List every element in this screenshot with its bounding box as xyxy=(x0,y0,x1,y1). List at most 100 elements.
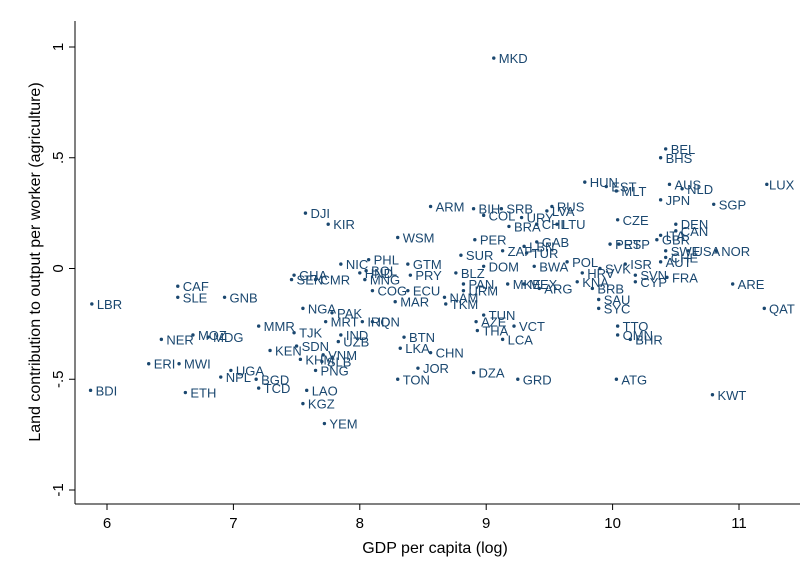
point-marker xyxy=(396,377,400,381)
data-point-mwi: MWI xyxy=(177,357,211,372)
data-point-ind: IND xyxy=(339,328,368,343)
point-label: CAN xyxy=(681,224,708,239)
data-point-slb: SLB xyxy=(320,355,351,370)
point-marker xyxy=(322,421,327,426)
x-tick-label: 8 xyxy=(356,515,364,532)
data-point-wsm: WSM xyxy=(396,230,435,245)
point-label: SWE xyxy=(671,244,701,259)
point-label: HRV xyxy=(587,266,615,281)
point-label: LTU xyxy=(562,217,586,232)
point-marker xyxy=(206,335,210,339)
point-label: HUN xyxy=(590,175,618,190)
point-label: TON xyxy=(403,372,430,387)
data-point-yem: YEM xyxy=(322,417,358,432)
data-point-tto: TTO xyxy=(615,319,648,334)
data-point-uga: UGA xyxy=(229,363,264,378)
data-point-eri: ERI xyxy=(147,357,175,372)
data-point-mex: MEX xyxy=(522,277,558,292)
point-marker xyxy=(473,238,477,242)
point-marker xyxy=(583,180,587,184)
data-point-usa: USA xyxy=(686,244,720,259)
point-marker xyxy=(598,266,602,271)
point-label: PRY xyxy=(415,268,442,283)
point-label: BEL xyxy=(671,142,696,157)
point-label: NLD xyxy=(687,182,713,197)
data-point-mmr: MMR xyxy=(256,319,295,334)
point-label: ESP xyxy=(624,237,650,252)
point-marker xyxy=(406,262,410,266)
point-label: BHS xyxy=(666,151,693,166)
point-marker xyxy=(492,56,496,60)
data-point-btn: BTN xyxy=(402,330,435,345)
point-label: ECU xyxy=(413,284,440,299)
data-point-lbn: LBN xyxy=(522,239,554,254)
data-point-hnd: HND xyxy=(358,266,393,281)
point-marker xyxy=(658,260,663,264)
point-marker xyxy=(604,184,608,189)
point-marker xyxy=(499,206,504,211)
data-point-ltu: LTU xyxy=(555,217,586,232)
point-label: SRB xyxy=(506,202,533,217)
point-label: CHE xyxy=(671,250,699,265)
data-point-kna: KNA xyxy=(575,275,609,290)
point-marker xyxy=(481,264,486,268)
point-marker xyxy=(88,388,93,393)
data-point-mng: MNG xyxy=(363,273,400,288)
point-marker xyxy=(596,297,601,302)
point-marker xyxy=(292,273,296,277)
point-marker xyxy=(614,377,619,381)
point-marker xyxy=(398,346,402,350)
point-label: POL xyxy=(572,255,598,270)
data-point-col: COL xyxy=(481,208,516,223)
point-marker xyxy=(229,368,233,373)
point-label: NOR xyxy=(721,244,750,259)
x-tick-label: 9 xyxy=(482,515,490,532)
point-label: BDI xyxy=(96,383,118,398)
point-label: CHL xyxy=(542,217,568,232)
point-marker xyxy=(712,202,716,206)
point-marker xyxy=(505,282,510,286)
point-label: CHN xyxy=(436,346,464,361)
data-point-dji: DJI xyxy=(303,206,330,221)
data-point-bhr: BHR xyxy=(628,332,663,347)
point-label: COL xyxy=(489,208,516,223)
data-point-nld: NLD xyxy=(680,182,713,197)
data-point-caf: CAF xyxy=(176,279,209,294)
point-marker xyxy=(545,209,549,213)
point-label: LCA xyxy=(508,332,534,347)
point-label: SDN xyxy=(302,339,329,354)
point-marker xyxy=(339,333,343,337)
point-marker xyxy=(475,328,480,333)
point-label: UGA xyxy=(236,363,265,378)
data-point-tur: TUR xyxy=(524,246,558,261)
point-marker xyxy=(454,271,458,275)
data-point-zaf: ZAF xyxy=(500,244,532,259)
point-label: TCD xyxy=(264,381,291,396)
point-marker xyxy=(617,242,621,246)
point-marker xyxy=(615,218,620,222)
point-label: DZA xyxy=(479,366,505,381)
point-label: LBR xyxy=(97,297,122,312)
data-point-tun: TUN xyxy=(481,308,515,323)
point-label: YEM xyxy=(329,417,357,432)
point-marker xyxy=(320,359,324,364)
data-point-tcd: TCD xyxy=(256,381,291,396)
data-point-kwt: KWT xyxy=(710,388,746,403)
data-point-bgd: BGD xyxy=(254,372,289,387)
point-marker xyxy=(471,206,476,211)
point-marker xyxy=(268,348,272,353)
point-marker xyxy=(665,275,669,280)
point-label: RUS xyxy=(557,199,585,214)
point-marker xyxy=(535,222,539,226)
point-marker xyxy=(765,182,769,187)
point-marker xyxy=(313,277,318,282)
data-point-jpn: JPN xyxy=(658,193,690,208)
data-point-ner: NER xyxy=(159,332,194,347)
point-marker xyxy=(474,319,478,324)
point-marker xyxy=(428,204,433,209)
point-marker xyxy=(321,353,325,357)
point-marker xyxy=(222,295,227,299)
data-point-lka: LKA xyxy=(398,341,430,356)
